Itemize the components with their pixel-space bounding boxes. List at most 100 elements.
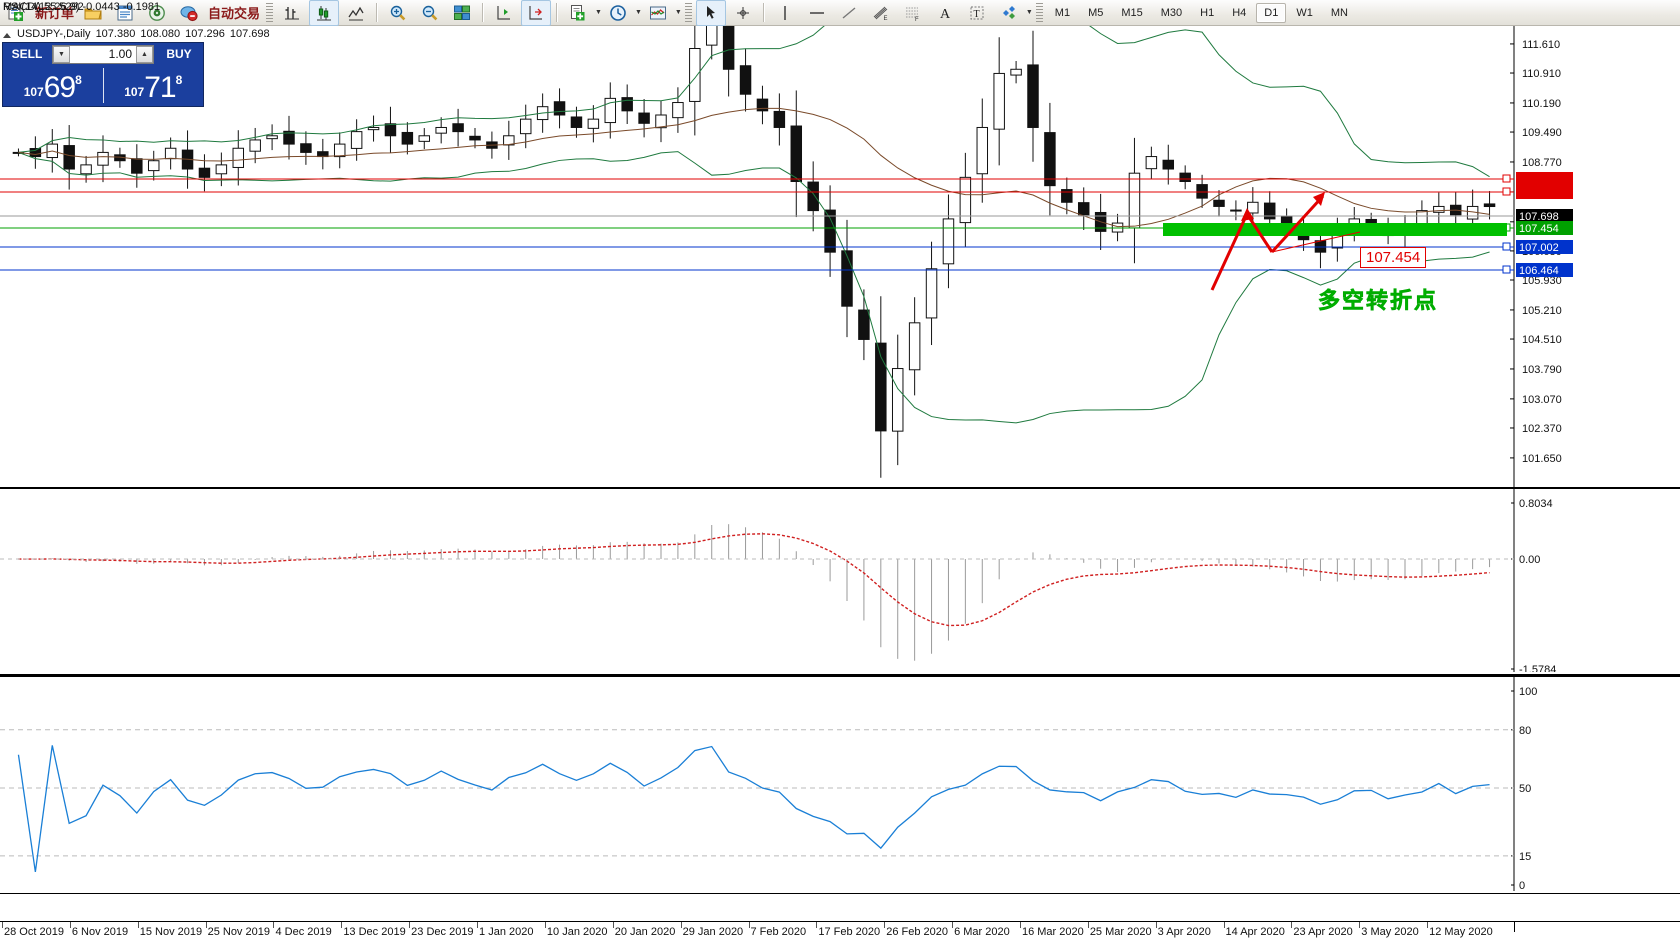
sell-fraction: 8 (75, 73, 82, 87)
trade-panel-header: SELL ▼ 1.00 ▲ BUY (3, 43, 203, 65)
bar-chart-icon[interactable] (277, 0, 307, 26)
rsi-pane[interactable]: RSI(14) 55.5292 100 80 50 15 0 (0, 1, 1680, 894)
toolbar-separator-4 (762, 3, 765, 22)
time-axis-tick-mark (2, 922, 3, 928)
navigator-icon[interactable] (142, 0, 172, 26)
shapes-dropdown-caret[interactable]: ▼ (1025, 9, 1033, 16)
templates-icon[interactable] (563, 0, 593, 26)
support-zone-rectangle[interactable] (1163, 223, 1507, 236)
vline-icon[interactable] (770, 0, 800, 26)
toolbar-gripper[interactable] (266, 3, 274, 22)
time-axis-tick-mark (273, 922, 275, 928)
hline-icon[interactable] (802, 0, 832, 26)
macd-pane[interactable]: MACD(12,26,9) -0.0443 -0.1981 0.8034 0.00… (0, 1, 1680, 675)
price-level-badge-resistance-2[interactable] (1516, 172, 1573, 186)
price-level-value-support-2: 106.464 (1519, 265, 1559, 277)
lot-size-stepper[interactable]: ▼ 1.00 ▲ (52, 44, 154, 64)
price-axis-tick: 111.610 (1522, 39, 1560, 51)
new-order-icon[interactable] (1, 0, 31, 26)
auto-scroll-icon[interactable] (521, 0, 552, 26)
chart-menu-triangle-icon[interactable] (3, 32, 11, 38)
zoom-out-icon[interactable] (415, 0, 445, 26)
price-level-badge-support-2[interactable] (1516, 263, 1573, 277)
trendline-icon[interactable] (834, 0, 864, 26)
price-level-badge-resistance-1[interactable] (1516, 185, 1573, 199)
indicators-icon[interactable] (643, 0, 673, 26)
rsi-axis-tick: 0 (1519, 880, 1525, 891)
price-axis-tick: 110.190 (1522, 98, 1561, 110)
lot-size-input[interactable]: 1.00 (108, 47, 132, 61)
sell-button[interactable]: SELL (11, 47, 43, 61)
toolbar-separator-3 (556, 3, 559, 22)
lot-decrease-button[interactable]: ▼ (53, 45, 70, 63)
shapes-icon[interactable] (994, 0, 1024, 26)
candlestick-chart-icon[interactable] (309, 0, 340, 26)
projection-arrows[interactable] (1210, 194, 1325, 291)
price-level-badge-support-1[interactable] (1516, 240, 1573, 254)
price-chart-pane[interactable]: 112.330111.610110.910110.190109.490108.7… (0, 0, 1680, 487)
turning-point-note[interactable]: 多空转折点 (1318, 288, 1439, 314)
rsi-axis-tick: 15 (1519, 851, 1531, 863)
rsi-indicator-label: RSI(14) 55.5292 (3, 1, 84, 13)
tab-timeframe-d1[interactable]: D1 (1256, 2, 1287, 23)
autotrading-label[interactable]: 自动交易 (208, 6, 261, 21)
autotrading-icon[interactable] (174, 0, 204, 26)
equidistant-channel-icon[interactable]: E (866, 0, 896, 26)
macd-axis-tick: 0.00 (1519, 554, 1540, 566)
folder-icon[interactable] (78, 0, 108, 26)
text-label-icon[interactable]: T (962, 0, 992, 26)
new-order-label[interactable]: 新订单 (35, 6, 75, 21)
crosshair-icon[interactable] (728, 0, 758, 26)
lot-increase-button[interactable]: ▲ (136, 45, 153, 63)
time-axis-tick: 23 Apr 2020 (1293, 926, 1353, 938)
tab-timeframe-w1[interactable]: W1 (1296, 6, 1313, 19)
macd-axis-tick: 0.8034 (1519, 498, 1553, 510)
one-click-trading-panel[interactable]: SELL ▼ 1.00 ▲ BUY 107 69 8 107 71 8 (2, 42, 204, 107)
indicators-dropdown-caret[interactable]: ▼ (674, 9, 682, 16)
time-axis-tick-mark (544, 922, 546, 928)
macd-axis-tick: -1.5784 (1519, 664, 1556, 672)
shift-end-icon[interactable] (489, 0, 519, 26)
tab-timeframe-m1[interactable]: M1 (1054, 6, 1071, 19)
tab-timeframe-mn[interactable]: MN (1330, 6, 1348, 19)
price-level-value-support-1: 107.002 (1519, 242, 1559, 254)
cursor-icon[interactable] (695, 0, 726, 26)
time-axis-tick-mark (1427, 922, 1429, 928)
price-axis-tick: 104.510 (1522, 334, 1562, 346)
time-axis-tick: 29 Jan 2020 (682, 926, 744, 938)
toolbar-gripper-3[interactable] (1035, 3, 1043, 22)
svg-text:E: E (883, 16, 887, 22)
time-axis-tick-mark (409, 922, 411, 928)
period-dropdown-caret[interactable]: ▼ (634, 9, 642, 16)
line-chart-icon[interactable] (341, 0, 371, 26)
macd-canvas: 0.8034 0.00 -1.5784 (0, 489, 1556, 672)
period-icon[interactable] (603, 0, 633, 26)
price-level-badge-current-bid[interactable] (1516, 209, 1573, 223)
price-level-badge-support-zone[interactable] (1516, 221, 1573, 235)
time-axis-tick: 7 Feb 2020 (750, 926, 807, 938)
fibonacci-icon[interactable]: F (898, 0, 928, 26)
main-toolbar: 新订单 自动交易 (0, 0, 1680, 26)
tab-timeframe-m15[interactable]: M15 (1121, 6, 1143, 19)
time-axis-end-marker (1514, 922, 1515, 932)
tile-windows-icon[interactable] (447, 0, 477, 26)
text-icon[interactable]: A (930, 0, 960, 26)
tab-timeframe-m5[interactable]: M5 (1088, 6, 1104, 19)
time-axis-tick: 23 Dec 2019 (411, 926, 474, 938)
buy-button[interactable]: BUY (166, 47, 192, 61)
tab-timeframe-h4[interactable]: H4 (1232, 6, 1247, 19)
tab-timeframe-m30[interactable]: M30 (1160, 6, 1183, 19)
price-callout-label[interactable]: 107.454 (1360, 247, 1427, 268)
buy-price-quote[interactable]: 107 71 8 (104, 65, 204, 106)
data-window-icon[interactable] (110, 0, 140, 26)
templates-dropdown-caret[interactable]: ▼ (595, 9, 602, 16)
time-axis-tick: 3 May 2020 (1361, 926, 1419, 938)
price-axis-tick: 105.930 (1522, 275, 1562, 287)
ohlc-open: 107.380 (95, 27, 136, 40)
toolbar-gripper-2[interactable] (684, 3, 692, 22)
zoom-in-icon[interactable] (383, 0, 413, 26)
tab-timeframe-h1[interactable]: H1 (1200, 6, 1215, 19)
sell-price-quote[interactable]: 107 69 8 (3, 65, 103, 106)
time-axis-tick-mark (205, 922, 207, 928)
ohlc-low: 107.296 (185, 27, 225, 40)
